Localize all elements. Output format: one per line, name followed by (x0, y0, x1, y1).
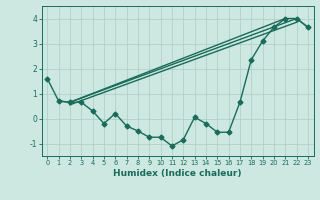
X-axis label: Humidex (Indice chaleur): Humidex (Indice chaleur) (113, 169, 242, 178)
